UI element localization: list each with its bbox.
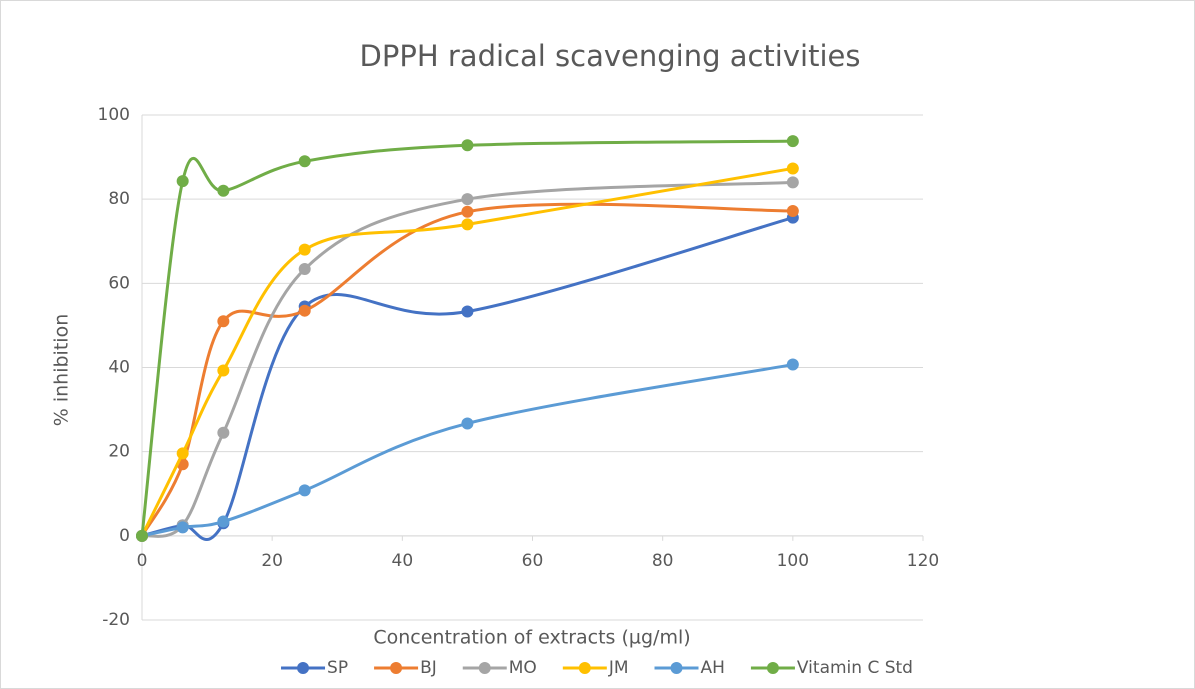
legend: SP BJ MO JM AH Vitamin C Std <box>281 658 913 678</box>
x-tick-label: 60 <box>522 551 544 571</box>
legend-label: BJ <box>420 658 437 678</box>
legend-marker <box>578 662 591 674</box>
y-tick-label: -20 <box>102 610 130 630</box>
data-point <box>217 315 230 328</box>
data-point <box>298 484 311 497</box>
legend-label: SP <box>327 658 348 678</box>
data-point <box>217 515 230 528</box>
x-axis-title: Concentration of extracts (µg/ml) <box>373 627 690 649</box>
y-tick-label: 0 <box>119 526 130 546</box>
data-point <box>461 205 474 218</box>
data-point <box>176 521 189 534</box>
data-point <box>176 175 189 188</box>
legend-label: JM <box>608 658 629 678</box>
series-line <box>140 139 793 537</box>
data-point <box>461 417 474 430</box>
data-point <box>461 218 474 231</box>
data-point <box>298 304 311 317</box>
x-tick-label: 120 <box>907 551 939 571</box>
data-point <box>136 529 148 542</box>
data-point <box>176 447 189 460</box>
data-point <box>786 358 799 371</box>
x-tick-label: 100 <box>777 551 809 571</box>
legend-marker <box>390 662 403 674</box>
legend-marker <box>297 662 310 674</box>
data-point <box>217 426 230 439</box>
data-point <box>786 162 799 175</box>
chart-title: DPPH radical scavenging activities <box>360 39 861 73</box>
data-point <box>786 176 799 189</box>
data-point <box>217 364 230 377</box>
data-point <box>461 305 474 318</box>
data-point <box>298 263 311 276</box>
y-tick-label: 60 <box>108 273 130 293</box>
legend-marker <box>766 662 779 674</box>
x-tick-label: 0 <box>137 551 148 571</box>
legend-marker <box>670 662 683 674</box>
legend-label: MO <box>509 658 537 678</box>
y-tick-label: 100 <box>98 105 130 125</box>
data-point <box>298 243 311 256</box>
y-axis-title: % inhibition <box>51 314 73 426</box>
legend-label: AH <box>701 658 725 678</box>
data-point <box>217 184 230 197</box>
x-tick-label: 40 <box>392 551 414 571</box>
legend-marker <box>478 662 491 674</box>
data-point <box>786 204 799 217</box>
data-point <box>298 155 311 168</box>
y-tick-label: 20 <box>108 442 130 462</box>
data-point <box>461 139 474 152</box>
legend-label: Vitamin C Std <box>797 658 913 678</box>
x-tick-label: 20 <box>261 551 283 571</box>
y-tick-label: 80 <box>108 189 130 209</box>
y-tick-label: 40 <box>108 358 130 378</box>
data-point <box>786 135 799 148</box>
x-tick-label: 80 <box>652 551 674 571</box>
data-point <box>461 193 474 206</box>
